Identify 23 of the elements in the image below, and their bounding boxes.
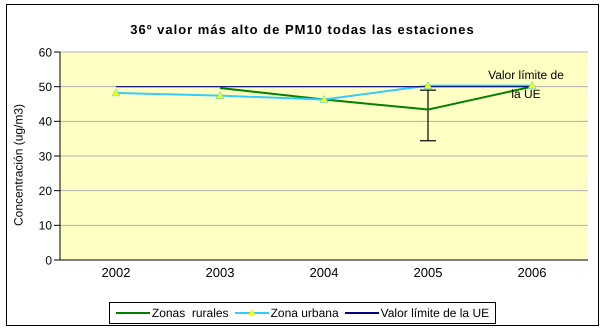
y-tick-label: 10	[38, 218, 52, 233]
y-tick-label: 30	[38, 149, 52, 164]
point	[528, 81, 536, 89]
legend-label: Zonas rurales	[152, 306, 229, 320]
point	[320, 95, 328, 103]
x-tick-label: 2004	[310, 265, 338, 280]
legend-label: Zona urbana	[270, 306, 339, 320]
y-tick-label: 60	[38, 45, 52, 60]
y-tick-label: 0	[45, 253, 52, 268]
x-tick-label: 2006	[518, 265, 546, 280]
point	[216, 91, 224, 99]
point	[424, 81, 432, 89]
legend-label: Valor límite de la UE	[380, 306, 490, 320]
x-tick-label: 2005	[414, 265, 442, 280]
annotation: Valor límite de la UE	[488, 68, 564, 102]
y-tick-label: 20	[38, 184, 52, 198]
y-tick-label: 50	[38, 80, 52, 94]
x-tick-label: 2003	[206, 265, 234, 280]
y-tick-label: 40	[38, 114, 52, 129]
chart-title: 36º valor más alto de PM10 todas las estaciones	[129, 22, 476, 37]
y-axis-title: Concentración (ug/m3)	[11, 104, 26, 226]
x-tick-label: 2002	[102, 265, 130, 280]
point	[112, 88, 120, 96]
